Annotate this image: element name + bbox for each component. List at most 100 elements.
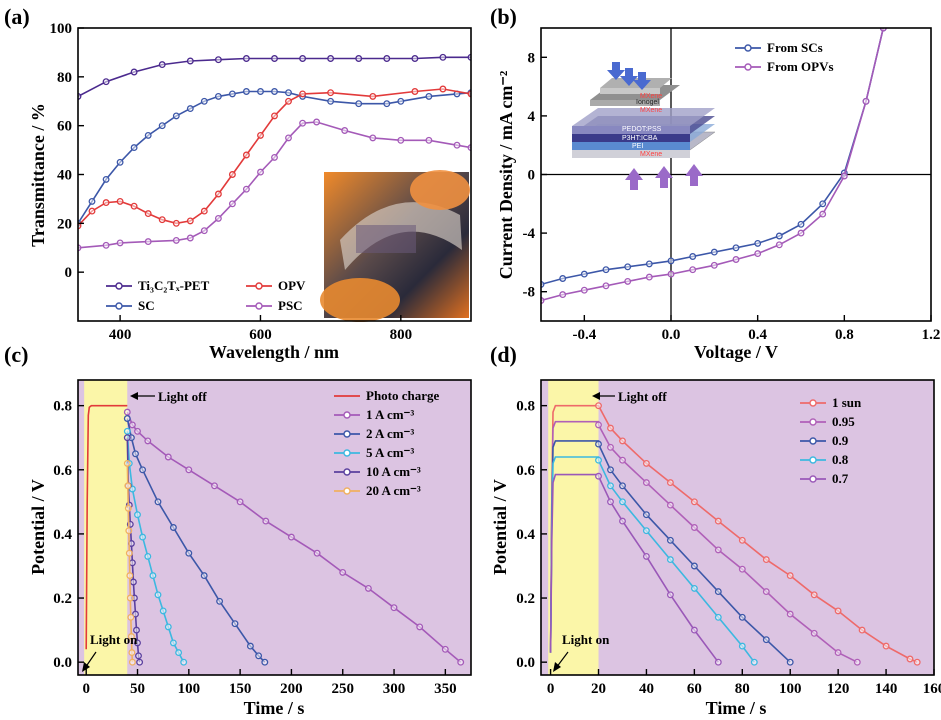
series-from-opvs [541,28,887,304]
data-point [732,244,740,252]
legend-label: 2 A cm⁻³ [366,426,414,441]
data-point [132,610,139,618]
data-point [425,92,433,100]
y-tick-label: 0 [65,265,73,281]
data-point [853,658,861,666]
legend-swatch-marker [809,437,817,445]
x-tick-label: 80 [735,681,750,697]
legend-entry: PSC [246,298,303,313]
data-point [127,633,135,640]
data-point [102,199,110,207]
data-point [714,588,722,596]
data-point [642,511,650,519]
data-point [690,498,698,506]
data-point [214,190,222,198]
legend: Ti₃C₂Tₓ-PET SC OPV PSC [106,278,306,313]
series-0-8 [549,456,758,666]
x-tick-label: 40 [639,681,654,697]
layer-label-ionogel: Ionogel [636,99,659,106]
x-tick-label: 250 [331,681,354,697]
data-point [228,171,236,178]
legend-entry: Photo charge [334,388,440,403]
data-point [364,584,372,592]
data-point [595,456,602,464]
data-point [257,88,264,95]
data-point [175,649,183,657]
data-point [134,511,141,519]
data-point [819,210,827,218]
data-point [602,282,610,290]
data-point [130,202,138,210]
light-on-region [84,380,128,675]
series-ti3c2tx-pet [78,53,471,100]
legend-entry: 2 A cm⁻³ [334,426,414,441]
data-point [710,248,718,256]
data-point [134,427,141,435]
x-tick-label: 200 [280,681,303,697]
data-point [441,645,449,653]
y-tick-label: 0 [528,168,536,184]
data-point [158,122,166,130]
data-point [185,466,193,474]
legend-label: 10 A cm⁻³ [366,464,421,479]
plot-background [78,380,471,675]
data-point [127,613,135,621]
data-point [128,649,136,657]
series-line [549,456,755,663]
data-point [172,112,180,120]
y-tick-label: 0.0 [53,655,72,671]
data-point [710,261,718,269]
x-axis-title: Voltage / V [694,342,778,362]
data-point [159,607,167,615]
legend-label: Ti₃C₂Tₓ-PET [138,278,210,293]
data-point [797,220,805,228]
data-point [88,207,96,215]
inset-photo [320,170,470,322]
data-point [242,151,250,159]
data-point [906,655,914,663]
data-point [607,466,614,474]
legend-entry: OPV [246,278,306,293]
data-point [341,127,349,134]
data-point [123,434,131,442]
data-point [125,527,133,535]
y-tick-label: 0.8 [516,399,535,415]
annotation-light-off: Light off [158,389,207,404]
x-tick-label: 1.2 [922,327,941,343]
data-point [144,210,152,218]
y-tick-label: 0.8 [53,399,72,415]
legend-entry: 1 A cm⁻³ [334,407,414,422]
data-point [595,421,602,429]
data-point [130,144,138,152]
data-point [299,119,307,127]
data-point [242,88,250,95]
data-point [186,105,194,113]
legend-label: SC [138,298,155,313]
data-point [327,97,335,105]
legend-swatch-marker [744,63,752,71]
series-line [78,88,471,227]
data-point [645,273,653,281]
panel-b-jv-chart: MXene Ionogel MXene PEDOT:PSS P3HT:ICBA … [496,27,941,362]
legend-swatch-marker [255,302,263,310]
data-point [124,504,132,512]
data-point [126,594,134,602]
x-tick-label: 140 [875,681,898,697]
data-point [172,219,180,227]
data-point [559,275,567,282]
data-point [285,97,292,105]
data-point [913,658,921,666]
data-point [246,642,254,650]
data-point [231,620,239,628]
legend-label: 20 A cm⁻³ [366,483,421,498]
data-point [754,250,762,258]
x-tick-label: 800 [390,327,413,343]
data-point [453,141,461,149]
data-point [689,253,697,260]
axes: -0.4 0.0 0.4 0.8 1.2 -8 -4 0 4 8 [523,27,941,343]
series-line [549,420,858,663]
data-point [862,97,870,105]
data-point [667,270,675,278]
data-point [186,234,194,242]
data-point [144,238,152,246]
